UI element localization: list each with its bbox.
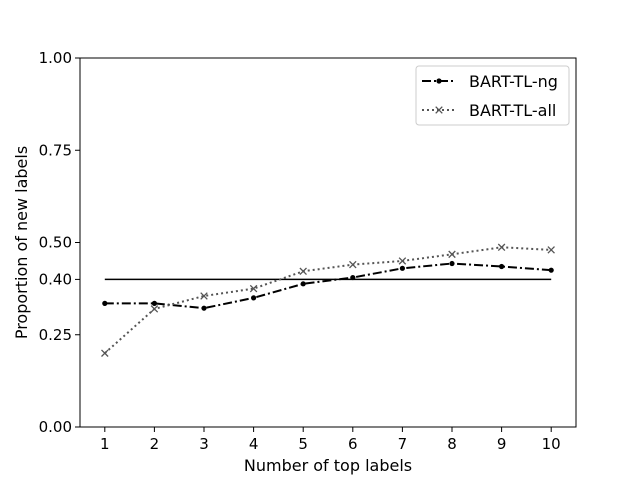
- x-tick-label: 6: [348, 435, 358, 453]
- series-1-point: [151, 300, 157, 306]
- x-tick-label: 3: [199, 435, 209, 453]
- series-1-point: [399, 265, 405, 271]
- x-tick-label: 9: [497, 435, 507, 453]
- series-1-point: [300, 281, 306, 287]
- series-1-point: [449, 260, 455, 267]
- x-axis-label: Number of top labels: [244, 456, 412, 475]
- legend-label-1: BART-TL-ng: [469, 72, 558, 91]
- x-tick-label: 8: [447, 435, 457, 453]
- series-line-2: [104, 246, 552, 354]
- y-tick-label: 0.00: [39, 418, 72, 436]
- x-tick-label: 7: [398, 435, 408, 453]
- x-tick-label: 5: [298, 435, 308, 453]
- series-2-point: [249, 284, 258, 293]
- y-tick-label: 1.00: [39, 49, 72, 67]
- series-2-point: [547, 246, 555, 254]
- series-2-point: [101, 349, 109, 357]
- x-tick-label: 4: [249, 435, 259, 453]
- y-tick-label: 0.25: [39, 326, 72, 344]
- series-2-point: [200, 292, 208, 300]
- series-2-point: [398, 257, 407, 265]
- y-tick-label: 0.75: [39, 141, 72, 159]
- x-tick-label: 1: [100, 435, 110, 453]
- legend-label-2: BART-TL-all: [469, 101, 556, 120]
- series-1-point: [499, 263, 505, 270]
- y-tick-label: 0.40: [39, 270, 72, 288]
- x-tick-label: 10: [542, 435, 561, 453]
- plot-area: [101, 243, 555, 357]
- series-1-point: [251, 295, 257, 301]
- legend-box: [415, 65, 570, 126]
- series-2-point: [150, 305, 159, 313]
- y-tick-label: 0.50: [39, 234, 72, 252]
- series-1-point: [350, 274, 356, 281]
- series-1-point: [548, 267, 554, 273]
- series-2-point: [497, 243, 506, 252]
- legend-marker-1: [436, 78, 442, 84]
- legend: BART-TL-ng BART-TL-all: [415, 65, 570, 126]
- series-1-point: [102, 300, 108, 306]
- legend-marker-2: [435, 106, 443, 114]
- series-2-point: [349, 260, 357, 269]
- series-2-point: [299, 267, 307, 276]
- series-1-point: [201, 305, 207, 311]
- y-axis-label: Proportion of new labels: [12, 146, 31, 339]
- series-2-point: [448, 250, 456, 259]
- x-tick-label: 2: [150, 435, 160, 453]
- axes: 1 2 3 4 5 6 7 8 9 10 0.00 0.25 0.40 0.50 0.75 1.00: [39, 49, 577, 453]
- series-line-1: [104, 262, 552, 310]
